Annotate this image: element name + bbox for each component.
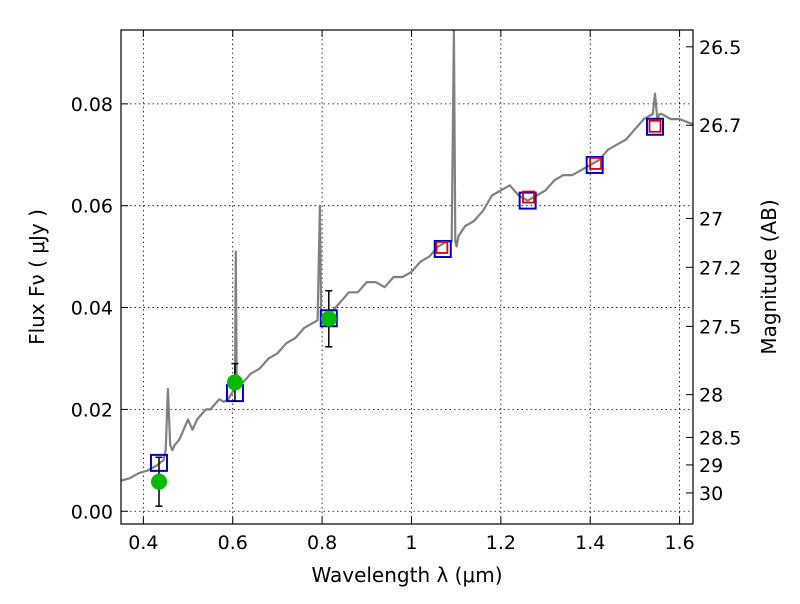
model-spectrum-line	[121, 30, 693, 482]
magnitude-tick-label: 27	[699, 208, 723, 230]
y2-axis-label: Magnitude (AB)	[757, 199, 781, 354]
plot-frame	[120, 29, 694, 525]
magnitude-tick-label: 27.2	[699, 257, 741, 279]
y-tick-label: 0.00	[71, 501, 113, 523]
magnitude-tick-label: 30	[699, 483, 723, 505]
plot-data	[121, 30, 693, 507]
x-tick-label: 1.6	[664, 532, 694, 554]
x-tick-label: 1.4	[575, 532, 605, 554]
y-axis-label: Flux Fν ( μJy )	[25, 209, 49, 345]
magnitude-tick-label: 28	[699, 385, 723, 407]
ir-photometry-point	[522, 190, 535, 204]
axis-ticks: 0.4 0.6 0.8 1 1.2 1.4 1.6 0.00 0.02 0.04 0.06 0.08 2…	[71, 30, 741, 554]
observed-photometry-point	[226, 374, 243, 391]
y-tick-label: 0.04	[71, 298, 113, 320]
magnitude-tick-label: 26.7	[699, 115, 741, 137]
y-tick-label: 0.08	[71, 94, 113, 116]
magnitude-tick-label: 29	[699, 455, 723, 477]
magnitude-tick-label: 27.5	[699, 316, 741, 338]
observed-photometry-point	[320, 310, 337, 327]
x-axis-label: Wavelength λ (μm)	[311, 563, 502, 587]
ir-photometry-point	[648, 119, 662, 133]
magnitude-tick-label: 28.5	[699, 427, 741, 449]
model-photometry-point	[518, 191, 537, 210]
x-tick-label: 0.4	[128, 532, 158, 554]
grid-lines	[121, 30, 693, 524]
magnitude-tick-label: 26.5	[699, 37, 741, 59]
x-tick-label: 0.6	[218, 532, 248, 554]
x-tick-label: 1.2	[486, 532, 516, 554]
observed-photometry-point	[150, 473, 167, 490]
y-tick-label: 0.02	[71, 399, 113, 421]
model-photometry-point	[585, 155, 604, 174]
x-tick-label: 0.8	[307, 532, 337, 554]
ir-photometry-point	[435, 241, 449, 254]
x-tick-label: 1	[405, 532, 417, 554]
y-tick-label: 0.06	[71, 196, 113, 218]
ir-photometry-point	[589, 157, 602, 170]
model-photometry-point	[646, 117, 665, 136]
model-photometry-point	[433, 239, 452, 258]
